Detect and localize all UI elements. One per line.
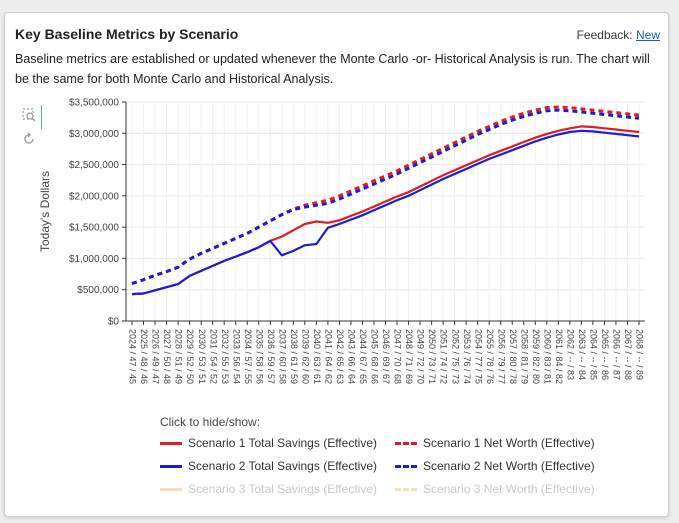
y-tick-label: $1,500,000 <box>69 223 119 234</box>
x-tick-label: 2068 / -- / 89 <box>635 329 645 380</box>
x-tick-label: 2055 / 78 / 76 <box>485 329 495 384</box>
reset-icon[interactable] <box>21 132 37 148</box>
x-tick-label: 2029 / 52 / 50 <box>185 329 195 384</box>
x-tick-label: 2028 / 51 / 49 <box>174 329 184 384</box>
line-chart: $0 $500,000 $1,000,000 $1,500,000 $2,000,000… <box>38 98 645 384</box>
x-tick-label: 2034 / 57 / 55 <box>243 329 253 384</box>
x-tick-label: 2046 / 69 / 67 <box>381 329 391 384</box>
x-tick-label: 2024 / 47 / 45 <box>128 329 138 384</box>
x-tick-label: 2065 / -- / 86 <box>600 329 610 380</box>
x-tick-label: 2040 / 63 / 61 <box>312 329 322 384</box>
metrics-card: Key Baseline Metrics by Scenario Feedbac… <box>4 12 669 517</box>
zoom-icon[interactable] <box>21 108 37 124</box>
x-tick-label: 2048 / 71 / 69 <box>404 329 414 384</box>
feedback-label: Feedback: <box>576 28 633 42</box>
x-tick-label: 2057 / 80 / 78 <box>508 329 518 384</box>
x-tick-label: 2031 / 54 / 52 <box>208 329 218 384</box>
x-tick-label: 2026 / 49 / 47 <box>151 329 161 384</box>
x-tick-label: 2035 / 58 / 56 <box>254 329 264 384</box>
card-description: Baseline metrics are established or upda… <box>15 52 650 86</box>
legend-label: Scenario 1 Net Worth (Effective) <box>423 436 595 450</box>
y-axis-title: Today's Dollars <box>38 171 52 252</box>
legend-item[interactable]: Scenario 2 Net Worth (Effective) <box>395 458 595 474</box>
x-tick-label: 2056 / 79 / 77 <box>496 329 506 384</box>
x-tick-label: 2038 / 61 / 59 <box>289 329 299 384</box>
legend-label: Scenario 3 Total Savings (Effective) <box>188 482 377 496</box>
y-tick-label: $2,000,000 <box>69 191 119 202</box>
x-tick-label: 2053 / 76 / 74 <box>462 329 472 384</box>
x-tick-label: 2036 / 59 / 57 <box>266 329 276 384</box>
legend-item[interactable]: Scenario 2 Total Savings (Effective) <box>160 458 377 474</box>
y-tick-label: $1,000,000 <box>69 254 119 265</box>
y-tick-label: $3,500,000 <box>69 98 119 109</box>
legend-swatch <box>160 488 182 492</box>
series-line-scenario-2-total-savings-effective <box>131 129 640 296</box>
x-tick-label: 2061 / 84 / 82 <box>554 329 564 384</box>
x-tick-label: 2050 / 73 / 71 <box>427 329 437 384</box>
legend-swatch <box>395 465 417 469</box>
legend-item[interactable]: Scenario 3 Net Worth (Effective) <box>395 481 595 497</box>
series-line-scenario-2-net-worth-effective <box>131 108 640 285</box>
x-tick-label: 2039 / 62 / 60 <box>300 329 310 384</box>
x-tick-label: 2051 / 74 / 72 <box>439 329 449 384</box>
x-tick-label: 2037 / 60 / 58 <box>277 329 287 384</box>
x-tick-label: 2059 / 82 / 80 <box>531 329 541 384</box>
feedback-new-link[interactable]: New <box>635 28 660 42</box>
card-title: Key Baseline Metrics by Scenario <box>15 26 239 42</box>
toolbar-active-indicator <box>41 105 42 129</box>
legend-title: Click to hide/show: <box>160 415 261 429</box>
y-tick-label: $3,000,000 <box>69 129 119 140</box>
x-tick-label: 2032 / 55 / 53 <box>220 329 230 384</box>
legend-swatch <box>395 442 417 446</box>
legend-label: Scenario 2 Net Worth (Effective) <box>423 459 595 473</box>
x-tick-label: 2030 / 53 / 51 <box>197 329 207 384</box>
y-tick-label: $2,500,000 <box>69 160 119 171</box>
x-tick-label: 2062 / -- / 83 <box>565 329 575 380</box>
feedback: Feedback: New <box>577 28 660 42</box>
y-tick-label: $500,000 <box>77 285 119 296</box>
x-tick-label: 2042 / 65 / 63 <box>335 329 345 384</box>
legend-item[interactable]: Scenario 1 Total Savings (Effective) <box>160 435 377 451</box>
x-tick-label: 2058 / 81 / 79 <box>519 329 529 384</box>
x-tick-label: 2044 / 67 / 65 <box>358 329 368 384</box>
chart-toolbar <box>19 105 42 153</box>
legend-item[interactable]: Scenario 3 Total Savings (Effective) <box>160 481 377 497</box>
x-tick-label: 2054 / 77 / 75 <box>473 329 483 384</box>
legend-swatch <box>160 465 182 469</box>
legend-label: Scenario 3 Net Worth (Effective) <box>423 482 595 496</box>
legend-label: Scenario 2 Total Savings (Effective) <box>188 459 377 473</box>
legend-swatch <box>160 442 182 446</box>
legend-item[interactable]: Scenario 1 Net Worth (Effective) <box>395 435 595 451</box>
x-tick-label: 2063 / -- / 84 <box>577 329 587 380</box>
x-tick-label: 2064 / -- / 85 <box>589 329 599 380</box>
x-tick-label: 2027 / 50 / 48 <box>162 329 172 384</box>
x-tick-label: 2047 / 70 / 68 <box>393 329 403 384</box>
x-tick-label: 2052 / 75 / 73 <box>450 329 460 384</box>
x-tick-label: 2067 / -- / 88 <box>623 329 633 380</box>
x-tick-label: 2049 / 72 / 70 <box>416 329 426 384</box>
x-tick-label: 2043 / 66 / 64 <box>347 329 357 384</box>
x-tick-label: 2041 / 64 / 62 <box>324 329 334 384</box>
y-tick-label: $0 <box>108 317 120 328</box>
x-tick-label: 2060 / 83 / 81 <box>542 329 552 384</box>
x-tick-label: 2066 / -- / 87 <box>612 329 622 380</box>
x-tick-label: 2045 / 68 / 66 <box>370 329 380 384</box>
x-tick-label: 2025 / 48 / 46 <box>139 329 149 384</box>
legend-swatch <box>395 488 417 492</box>
x-tick-label: 2033 / 56 / 54 <box>231 329 241 384</box>
legend-label: Scenario 1 Total Savings (Effective) <box>188 436 377 450</box>
